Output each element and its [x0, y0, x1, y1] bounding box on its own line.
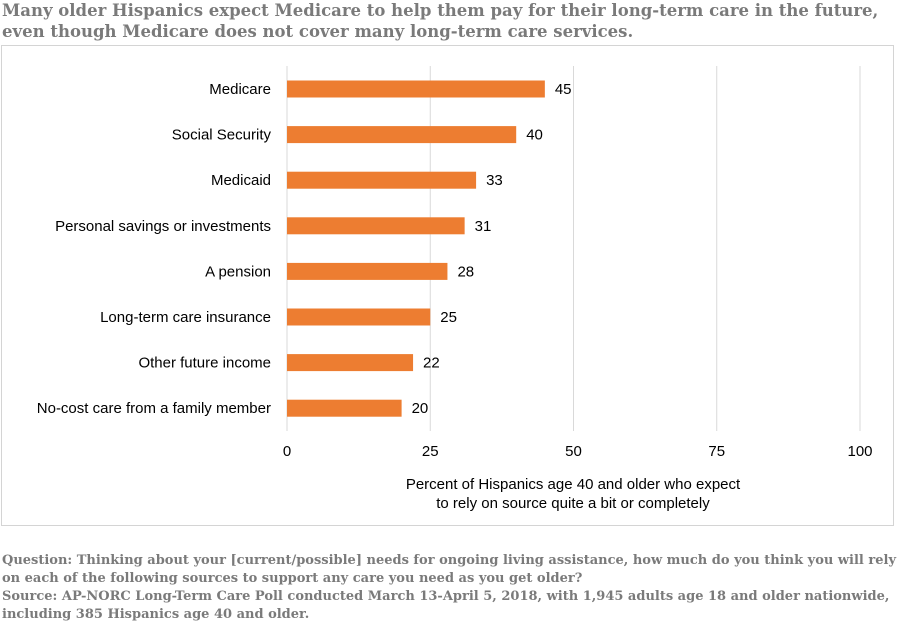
x-tick-label: 100 — [847, 443, 872, 460]
category-label: Medicaid — [211, 172, 271, 189]
footnote-source: Source: AP-NORC Long-Term Care Poll cond… — [2, 589, 890, 622]
value-label: 33 — [486, 172, 503, 189]
bar — [287, 308, 431, 326]
chart-title: Many older Hispanics expect Medicare to … — [2, 1, 879, 41]
x-axis-title: Percent of Hispanics age 40 and older wh… — [406, 476, 741, 512]
category-label: No-cost care from a family member — [37, 400, 271, 417]
value-labels: 45 40 33 31 28 25 22 20 — [412, 81, 572, 417]
value-label: 45 — [555, 81, 572, 98]
chart-frame — [1, 45, 894, 526]
value-label: 31 — [475, 218, 492, 235]
x-tick-label: 25 — [422, 443, 439, 460]
bar — [287, 171, 477, 189]
x-axis-title-line: to rely on source quite a bit or complet… — [436, 495, 710, 512]
bar — [287, 80, 545, 98]
x-tick-label: 75 — [708, 443, 725, 460]
x-tick-label: 0 — [283, 443, 291, 460]
category-label: Other future income — [138, 355, 271, 372]
bar — [287, 126, 517, 144]
bar — [287, 354, 414, 372]
category-label: A pension — [205, 263, 271, 280]
value-label: 22 — [423, 355, 440, 372]
category-label: Personal savings or investments — [55, 218, 271, 235]
bar — [287, 399, 402, 417]
bar — [287, 217, 465, 235]
category-labels: Medicare Social Security Medicaid Personal … — [37, 81, 272, 417]
bars — [287, 80, 545, 417]
value-label: 25 — [440, 309, 457, 326]
value-label: 40 — [526, 127, 543, 144]
x-axis-title-line: Percent of Hispanics age 40 and older wh… — [406, 476, 741, 493]
value-label: 28 — [457, 263, 474, 280]
category-label: Social Security — [172, 127, 272, 144]
footnote-question: Question: Thinking about your [current/p… — [2, 553, 896, 586]
category-label: Long-term care insurance — [100, 309, 271, 326]
x-tick-labels: 0 25 50 75 100 — [283, 443, 873, 460]
value-label: 20 — [412, 400, 429, 417]
x-tick-label: 50 — [565, 443, 582, 460]
bar — [287, 262, 448, 280]
category-label: Medicare — [209, 81, 271, 98]
gridlines — [286, 66, 861, 431]
